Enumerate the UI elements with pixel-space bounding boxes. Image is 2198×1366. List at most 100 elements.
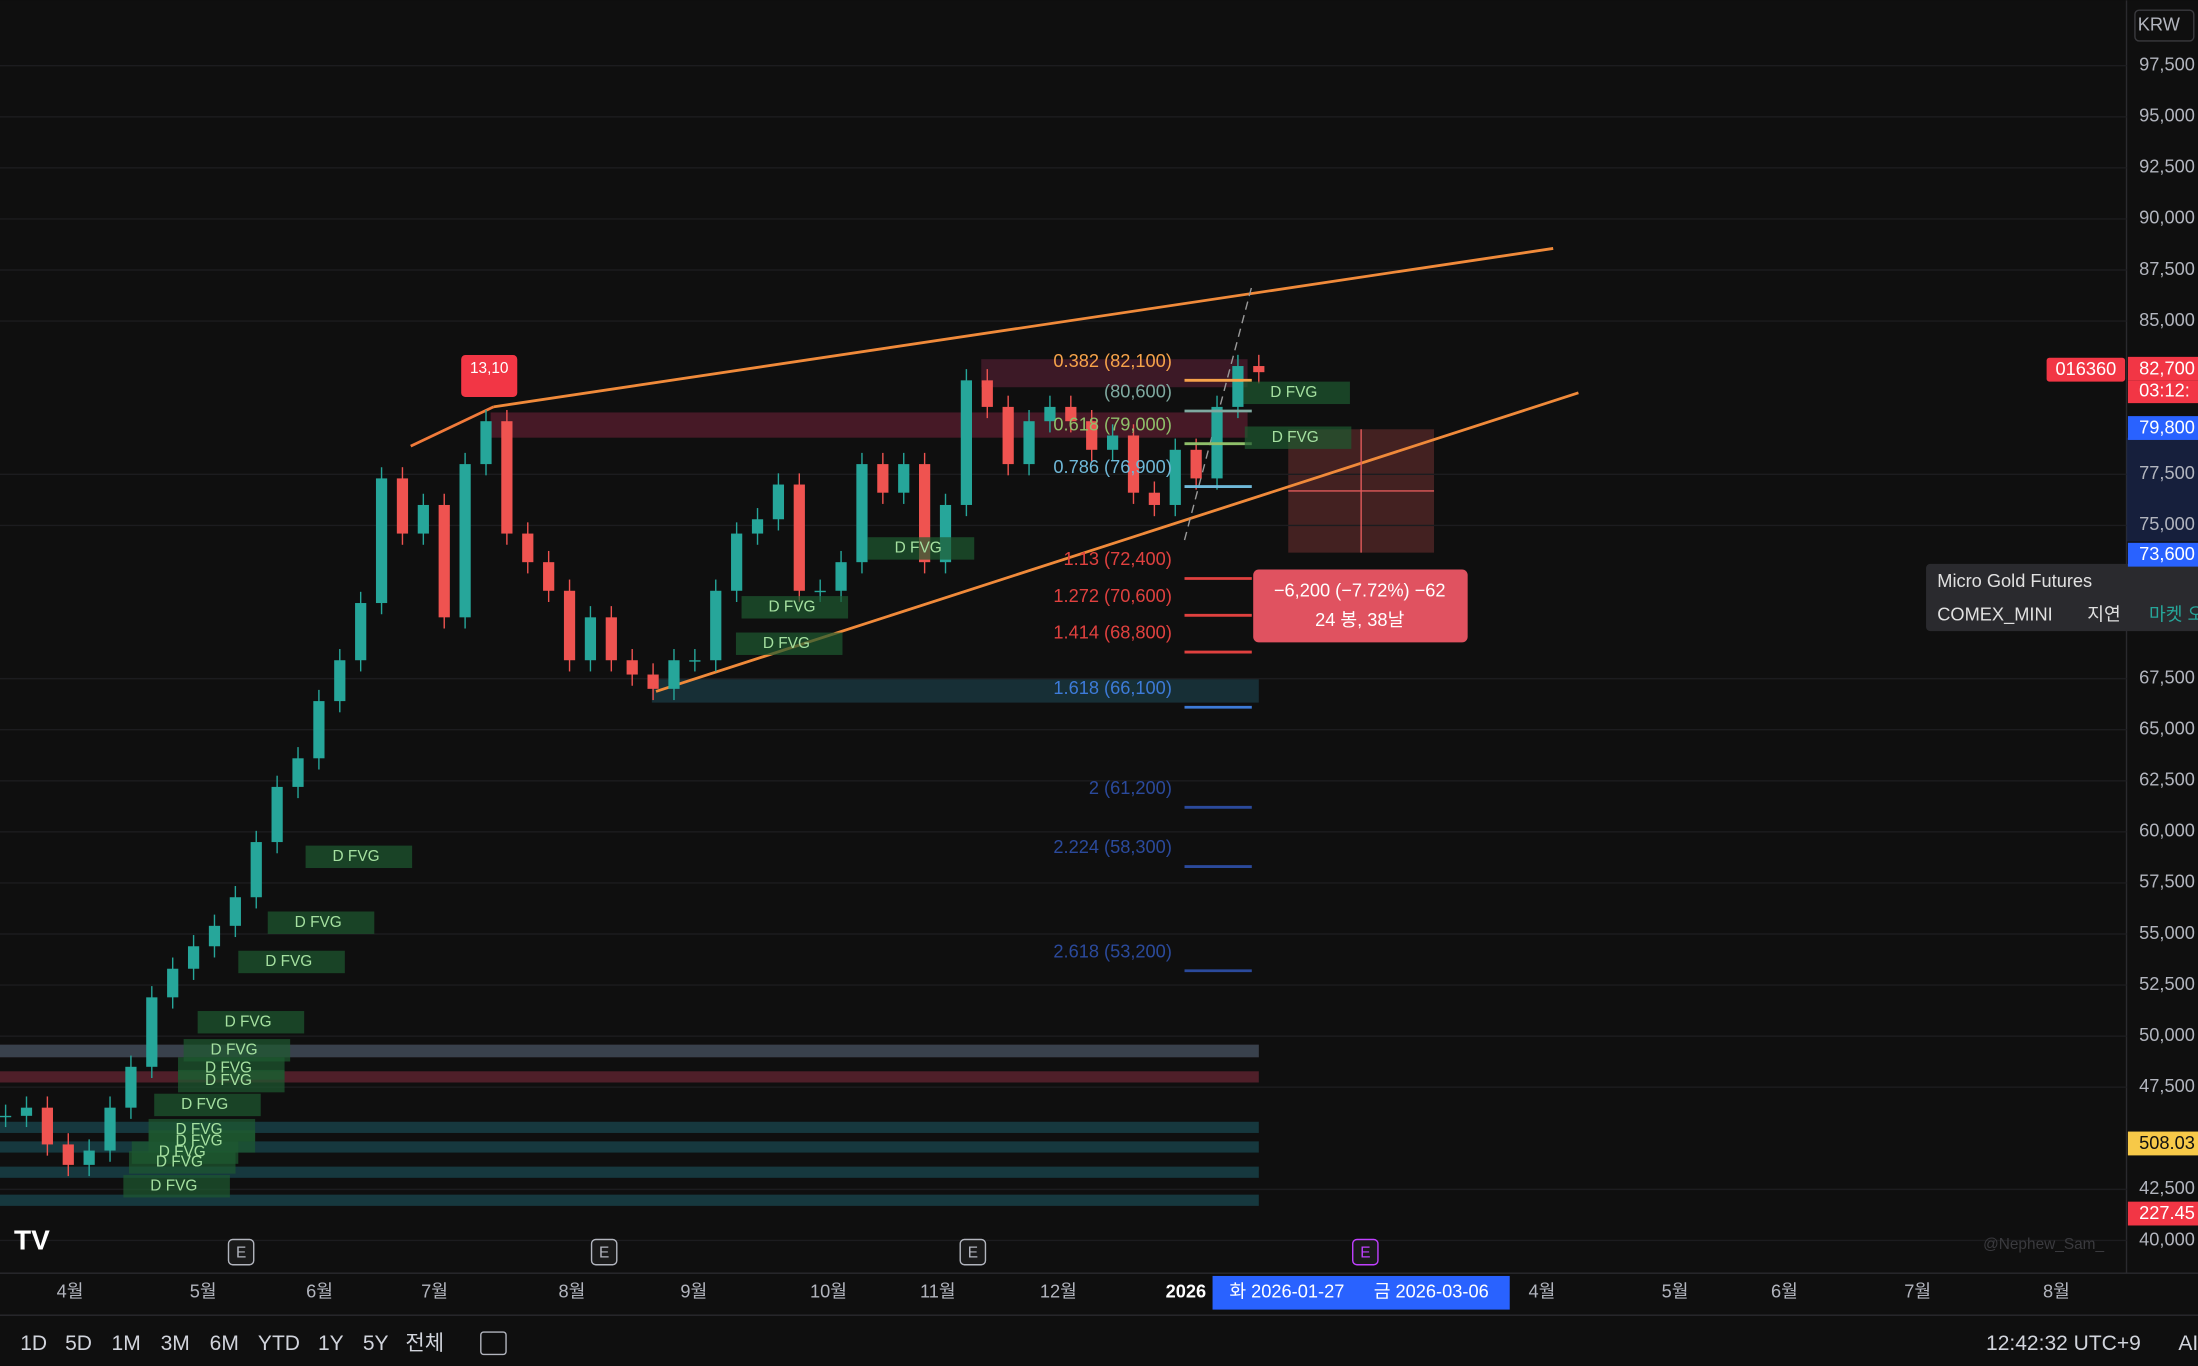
price-tick-label: 57,500 <box>2139 872 2195 892</box>
date-range-icon[interactable] <box>480 1331 507 1356</box>
symbol-tag-box <box>2046 357 2126 382</box>
fvg-box <box>305 845 413 869</box>
fib-label: 1.414 (68,800) <box>1053 623 1172 643</box>
candle <box>1253 366 1265 373</box>
candle <box>83 1150 95 1165</box>
candle <box>1106 435 1119 450</box>
time-range-box <box>1212 1275 1510 1310</box>
symbol-tag: 016360 <box>2055 359 2116 379</box>
zone <box>0 1071 1259 1083</box>
candle <box>208 925 221 947</box>
fvg-label: D FVG <box>211 1041 258 1058</box>
candle <box>501 421 513 534</box>
zone <box>490 412 1248 438</box>
candle <box>334 660 346 702</box>
earnings-marker: E <box>599 1245 609 1262</box>
fib-label: 2 (61,200) <box>1089 778 1172 798</box>
range-button[interactable]: 6M <box>210 1332 239 1355</box>
earnings-marker: E <box>1360 1245 1370 1262</box>
fib-label: 2.618 (53,200) <box>1053 941 1172 961</box>
currency-box[interactable] <box>2134 9 2195 42</box>
price-tag: 79,800 <box>2139 418 2195 438</box>
candle <box>689 660 701 662</box>
price-tick-label: 85,000 <box>2139 310 2195 330</box>
candle <box>626 660 638 675</box>
time-range-start: 화 2026-01-27 <box>1229 1282 1344 1302</box>
indicator-tag: 227.45 <box>2139 1203 2195 1223</box>
candle <box>146 997 158 1067</box>
axis-range <box>2126 437 2198 542</box>
time-tick-label: 5월 <box>1662 1282 1689 1302</box>
fib-label: 0.382 (82,100) <box>1053 351 1172 371</box>
price-tick-label: 87,500 <box>2139 259 2195 279</box>
range-button[interactable]: 1Y <box>318 1332 344 1355</box>
fvg-box <box>123 1175 230 1198</box>
candle <box>522 533 534 563</box>
candle <box>20 1107 33 1116</box>
earnings-box <box>959 1238 987 1266</box>
indicator-tag-box <box>2127 1131 2198 1156</box>
range-button[interactable]: 3M <box>161 1332 190 1355</box>
fvg-label: D FVG <box>265 953 312 970</box>
candle <box>772 484 785 520</box>
time-range-end: 금 2026-03-06 <box>1374 1282 1489 1302</box>
fvg-label: D FVG <box>150 1177 197 1194</box>
zone <box>0 1044 1259 1058</box>
price-tick-label: 60,000 <box>2139 821 2195 841</box>
fib-label: 1.13 (72,400) <box>1064 549 1172 569</box>
price-tick-label: 52,500 <box>2139 974 2195 994</box>
candle <box>981 380 993 407</box>
fvg-label: D FVG <box>176 1121 223 1138</box>
fvg-box <box>1244 426 1352 449</box>
candle <box>229 897 241 926</box>
candle <box>459 464 471 618</box>
fib-label: 1.272 (70,600) <box>1053 586 1172 606</box>
range-button[interactable]: YTD <box>258 1332 300 1355</box>
range-button[interactable]: 5D <box>65 1332 92 1355</box>
zone <box>0 1121 1259 1133</box>
candle <box>104 1107 116 1151</box>
price-tick-label: 67,500 <box>2139 667 2195 687</box>
toolbar-extra[interactable]: AI <box>2178 1332 2198 1355</box>
candle <box>919 464 931 563</box>
time-tick-label: 6월 <box>1771 1282 1798 1302</box>
price-tick-label: 95,000 <box>2139 106 2195 126</box>
range-button[interactable]: 5Y <box>363 1332 389 1355</box>
zone <box>0 1141 1259 1153</box>
price-tick-label: 75,000 <box>2139 514 2195 534</box>
price-tag-box <box>2127 416 2198 440</box>
range-button[interactable]: 1M <box>112 1332 141 1355</box>
time-tick-label: 5월 <box>190 1282 217 1302</box>
candle <box>814 590 826 593</box>
time-tick-label: 11월 <box>920 1282 956 1302</box>
fvg-box <box>128 1151 236 1174</box>
fvg-box <box>178 1069 285 1093</box>
candle <box>438 504 450 618</box>
fvg-label: D FVG <box>763 635 810 652</box>
candle <box>1086 421 1098 450</box>
candle <box>355 603 367 661</box>
earnings-marker: E <box>968 1245 978 1262</box>
candle <box>939 504 952 563</box>
fvg-label: D FVG <box>225 1013 272 1030</box>
candle <box>731 533 743 591</box>
candle <box>41 1107 53 1145</box>
range-button[interactable]: 전체 <box>405 1332 444 1355</box>
candle <box>480 421 492 465</box>
candle <box>1002 406 1014 465</box>
measure-text: −6,200 (−7.72%) −62 <box>1274 581 1446 601</box>
candle <box>396 478 409 534</box>
price-tag-box <box>2127 542 2198 567</box>
price-tick-label: 50,000 <box>2139 1025 2195 1045</box>
price-tick-label: 40,000 <box>2139 1229 2195 1249</box>
time-tick-label: 12월 <box>1040 1282 1077 1302</box>
price-tag-box <box>2127 356 2198 381</box>
measure-box <box>1253 569 1468 643</box>
fvg-box <box>183 1039 291 1062</box>
candle <box>417 504 429 534</box>
earnings-marker: E <box>236 1245 246 1262</box>
fib-label: 2.224 (58,300) <box>1053 837 1172 857</box>
zone <box>981 359 1248 388</box>
range-button[interactable]: 1D <box>20 1332 47 1355</box>
candle <box>167 968 179 998</box>
